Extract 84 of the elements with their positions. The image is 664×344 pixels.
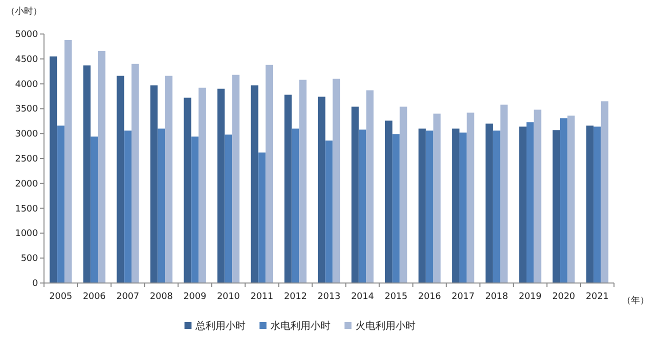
bar (250, 85, 258, 283)
bar (98, 50, 106, 283)
y-tick-label: 0 (32, 279, 38, 289)
bar (433, 114, 441, 283)
legend-label: 水电利用小时 (270, 320, 330, 332)
x-tick-label: 2010 (216, 292, 240, 302)
bar (217, 88, 225, 283)
x-tick-label: 2006 (82, 292, 106, 302)
y-tick-label: 3000 (15, 130, 38, 140)
x-tick-label: 2017 (452, 292, 475, 302)
bar (266, 64, 274, 283)
x-tick-label: 2007 (116, 292, 140, 302)
bar (158, 128, 166, 283)
x-tick-label: 2020 (552, 292, 576, 302)
bar (358, 130, 366, 283)
bar (57, 126, 64, 283)
bar (351, 106, 359, 283)
x-tick-label: 2012 (284, 292, 307, 302)
bar (586, 126, 594, 283)
y-tick-label: 4500 (15, 54, 38, 65)
bar (534, 110, 542, 283)
bar (292, 128, 300, 283)
bar (560, 118, 568, 283)
bar (191, 136, 199, 283)
bar (64, 40, 72, 283)
y-tick-label: 4000 (15, 80, 38, 90)
bar (299, 80, 307, 283)
y-tick-label: 1000 (15, 229, 38, 240)
legend-label: 总利用小时 (194, 320, 246, 332)
bar (526, 122, 534, 283)
bar (452, 128, 460, 283)
y-tick-label: 500 (20, 254, 38, 264)
bar (198, 88, 206, 283)
bar (132, 64, 139, 283)
bar (392, 134, 400, 283)
x-tick-label: 2009 (183, 292, 207, 302)
y-axis-title: （小时） (6, 6, 42, 17)
y-tick-label: 1500 (15, 204, 38, 214)
bar (567, 116, 575, 283)
y-tick-label: 2500 (15, 154, 38, 164)
bar (426, 130, 434, 283)
bar (500, 104, 508, 283)
bar (184, 98, 192, 283)
bar (150, 85, 158, 283)
bar (90, 136, 98, 283)
bar (400, 106, 408, 283)
bar (124, 130, 132, 283)
x-tick-label: 2019 (518, 292, 542, 302)
bar (519, 126, 526, 283)
bar (492, 130, 500, 283)
x-tick-label: 2021 (586, 292, 609, 302)
bar (318, 96, 326, 283)
bar (232, 74, 240, 283)
bar (600, 101, 608, 283)
legend-label: 火电利用小时 (356, 320, 416, 332)
bar (459, 132, 467, 283)
bar (594, 126, 601, 283)
x-tick-label: 2005 (49, 292, 72, 302)
x-tick-label: 2008 (150, 292, 174, 302)
x-tick-label: 2018 (485, 292, 508, 302)
bar (384, 120, 392, 283)
bar (50, 56, 58, 283)
y-tick-label: 5000 (15, 30, 38, 40)
bar (224, 134, 232, 283)
bar (116, 76, 124, 283)
x-tick-label: 2015 (384, 292, 408, 302)
bar (332, 78, 340, 283)
x-tick-label: 2013 (318, 292, 340, 302)
bar (486, 124, 493, 283)
y-tick-label: 3500 (15, 104, 38, 115)
bar (552, 130, 560, 283)
x-tick-label: 2016 (418, 292, 442, 302)
y-tick-label: 2000 (15, 179, 38, 190)
bar (258, 152, 266, 283)
bar (284, 94, 292, 283)
bar (83, 65, 91, 283)
x-tick-label: 2011 (250, 292, 274, 302)
x-axis-title: （年） (622, 295, 649, 306)
bar (165, 76, 172, 283)
bar (366, 90, 374, 283)
bar (466, 112, 474, 283)
bar (325, 140, 333, 283)
x-tick-label: 2014 (351, 292, 374, 302)
bar (418, 128, 426, 283)
